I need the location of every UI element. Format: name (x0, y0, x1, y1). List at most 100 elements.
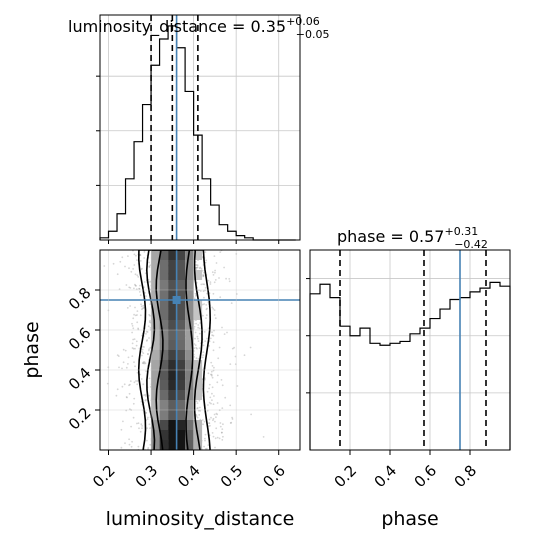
scatter-point (147, 353, 149, 355)
scatter-point (214, 446, 216, 449)
scatter-point (148, 423, 151, 426)
scatter-point (202, 275, 205, 278)
density-cell (193, 310, 203, 320)
scatter-point (200, 268, 203, 270)
scatter-point (202, 344, 205, 347)
scatter-point (148, 377, 151, 380)
scatter-point (222, 435, 224, 438)
scatter-point (194, 344, 197, 347)
x-axis-label-phase: phase (381, 508, 438, 530)
scatter-point (138, 287, 141, 290)
scatter-point (121, 256, 124, 259)
scatter-point (134, 283, 136, 286)
scatter-point (123, 383, 126, 386)
density-cell (151, 320, 160, 330)
scatter-point (205, 314, 208, 317)
scatter-point (140, 423, 143, 426)
scatter-point (124, 442, 126, 445)
scatter-point (243, 354, 246, 357)
scatter-point (231, 418, 234, 420)
scatter-point (134, 284, 137, 287)
scatter-point (132, 416, 135, 419)
scatter-point (233, 346, 236, 349)
scatter-point (127, 356, 130, 359)
density-cell (168, 370, 177, 380)
scatter-point (103, 265, 106, 267)
scatter-point (86, 282, 88, 284)
scatter-point (226, 331, 228, 334)
luminosity-distance-title: luminosity_distance = 0.35+0.06 −0.05 (68, 15, 330, 41)
scatter-point (149, 346, 152, 349)
scatter-point (133, 313, 136, 316)
scatter-point (127, 363, 129, 365)
scatter-point (135, 344, 138, 347)
density-cell (159, 430, 169, 440)
scatter-point (223, 266, 226, 269)
scatter-point (145, 295, 147, 297)
scatter-point (143, 281, 146, 283)
luminosity-distance-histogram-panel (96, 14, 301, 244)
scatter-point (221, 428, 224, 430)
density-cell (193, 390, 203, 400)
phase-histogram-panel: 0.2 0.4 0.6 0.8 (306, 249, 511, 491)
scatter-point (196, 264, 199, 267)
scatter-point (219, 251, 222, 254)
x-axis-label-luminosity-distance: luminosity_distance (106, 508, 295, 530)
scatter-point (199, 322, 202, 324)
density-cell (185, 370, 194, 380)
scatter-point (139, 260, 142, 262)
scatter-point (202, 274, 204, 276)
main-xtick-label-0: 0.2 (89, 462, 119, 492)
density-cell (176, 260, 186, 270)
scatter-point (203, 331, 206, 333)
scatter-point (148, 266, 151, 269)
scatter-point (125, 396, 128, 398)
scatter-point (198, 399, 201, 402)
density-cell (176, 350, 186, 360)
scatter-point (141, 307, 144, 310)
scatter-point (124, 349, 127, 352)
scatter-point (143, 362, 146, 365)
scatter-point (220, 379, 223, 381)
density-cell (151, 300, 160, 310)
scatter-point (141, 425, 144, 427)
scatter-point (211, 334, 214, 337)
scatter-point (121, 367, 123, 370)
scatter-point (214, 269, 217, 272)
scatter-point (118, 366, 120, 369)
luminosity-distance-histogram-step (99, 25, 296, 241)
density-cell (176, 430, 186, 440)
scatter-point (145, 330, 148, 333)
density-cell (159, 350, 169, 360)
density-cell (176, 330, 186, 340)
scatter-point (196, 267, 198, 269)
scatter-point (117, 355, 120, 357)
scatter-point (197, 326, 200, 329)
scatter-point (198, 347, 201, 349)
density-cell (176, 280, 186, 290)
density-cell (176, 320, 186, 330)
scatter-point (134, 365, 136, 368)
scatter-point (209, 283, 212, 285)
density-cell (159, 270, 169, 280)
density-cell (159, 390, 169, 400)
scatter-point (214, 279, 217, 281)
scatter-point (204, 437, 206, 440)
scatter-point (212, 419, 214, 422)
scatter-point (132, 327, 135, 330)
scatter-point (197, 337, 199, 340)
scatter-point (213, 281, 216, 284)
scatter-point (193, 297, 196, 300)
scatter-point (203, 303, 206, 305)
scatter-point (214, 317, 217, 320)
density-cell (185, 270, 194, 280)
density-cell (159, 340, 169, 350)
scatter-point (212, 334, 215, 337)
scatter-point (211, 271, 214, 274)
scatter-point (131, 440, 134, 443)
scatter-point (195, 267, 198, 269)
scatter-point (250, 413, 253, 416)
density-cell (159, 420, 169, 430)
density-cell (151, 290, 160, 300)
scatter-point (228, 278, 231, 280)
